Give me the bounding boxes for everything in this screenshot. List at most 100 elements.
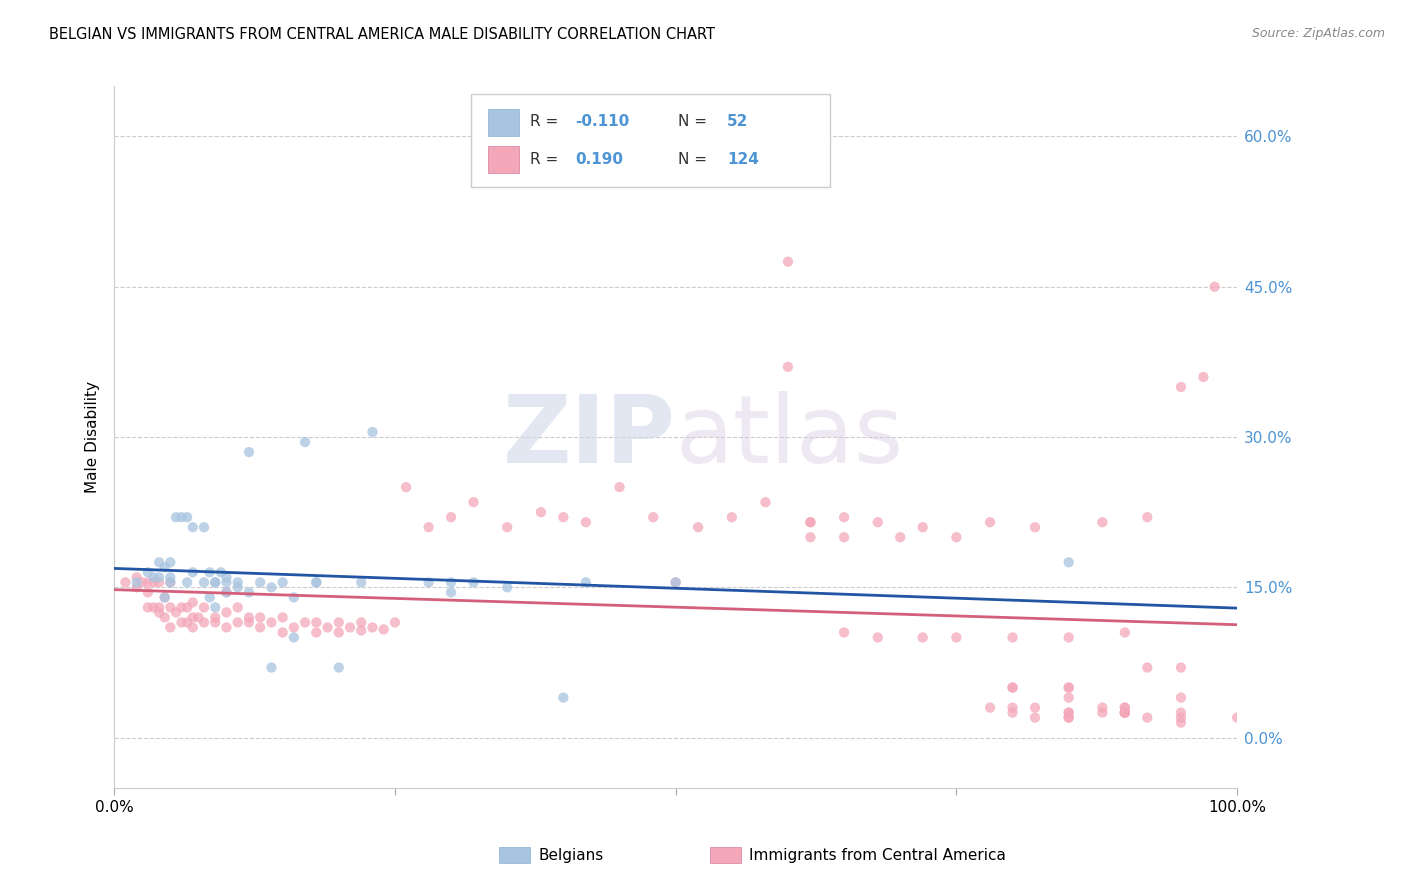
Point	[575, 575, 598, 590]
Point	[799, 515, 821, 529]
Text: Source: ZipAtlas.com: Source: ZipAtlas.com	[1251, 27, 1385, 40]
Point	[832, 510, 855, 524]
Point	[328, 615, 350, 630]
Point	[294, 435, 316, 450]
Point	[181, 566, 204, 580]
Text: Belgians: Belgians	[538, 848, 603, 863]
Point	[283, 631, 305, 645]
Point	[249, 610, 271, 624]
Text: 0.190: 0.190	[575, 153, 623, 167]
Point	[1001, 700, 1024, 714]
Point	[754, 495, 776, 509]
Point	[165, 606, 187, 620]
Point	[136, 566, 159, 580]
Point	[1192, 370, 1215, 384]
Point	[193, 600, 215, 615]
Point	[1136, 510, 1159, 524]
Point	[153, 591, 176, 605]
Point	[1057, 681, 1080, 695]
Point	[294, 615, 316, 630]
Point	[1001, 631, 1024, 645]
Point	[159, 570, 181, 584]
Point	[193, 575, 215, 590]
Point	[799, 530, 821, 544]
Point	[204, 615, 226, 630]
Point	[170, 510, 193, 524]
Point	[305, 575, 328, 590]
Point	[159, 620, 181, 634]
Point	[553, 510, 575, 524]
Point	[153, 610, 176, 624]
Point	[226, 580, 249, 594]
Point	[463, 575, 485, 590]
Point	[1001, 681, 1024, 695]
Point	[361, 620, 384, 634]
Point	[384, 615, 406, 630]
Point	[1057, 706, 1080, 720]
Point	[665, 575, 688, 590]
Point	[226, 615, 249, 630]
Point	[305, 575, 328, 590]
Text: 124: 124	[727, 153, 759, 167]
Point	[1057, 690, 1080, 705]
Point	[911, 631, 934, 645]
Point	[1001, 706, 1024, 720]
Point	[176, 575, 198, 590]
Point	[1114, 700, 1136, 714]
Point	[1057, 706, 1080, 720]
Point	[496, 520, 519, 534]
Point	[440, 510, 463, 524]
Point	[832, 530, 855, 544]
Point	[643, 510, 665, 524]
Point	[193, 615, 215, 630]
Point	[131, 575, 153, 590]
Point	[159, 575, 181, 590]
Point	[125, 580, 148, 594]
Point	[148, 575, 170, 590]
Point	[148, 570, 170, 584]
Point	[215, 606, 238, 620]
Point	[209, 566, 232, 580]
Point	[1114, 706, 1136, 720]
Point	[316, 620, 339, 634]
Point	[1136, 660, 1159, 674]
Point	[1057, 711, 1080, 725]
Point	[148, 600, 170, 615]
Point	[215, 575, 238, 590]
Point	[688, 520, 710, 534]
Text: R =: R =	[530, 153, 564, 167]
Point	[181, 520, 204, 534]
Point	[1170, 711, 1192, 725]
Text: -0.110: -0.110	[575, 114, 630, 128]
Point	[350, 615, 373, 630]
Text: N =: N =	[678, 153, 711, 167]
Point	[720, 510, 742, 524]
Point	[979, 515, 1001, 529]
Y-axis label: Male Disability: Male Disability	[86, 381, 100, 493]
Point	[350, 575, 373, 590]
Point	[271, 625, 294, 640]
Point	[176, 510, 198, 524]
Point	[238, 585, 260, 599]
Point	[1114, 625, 1136, 640]
Point	[193, 520, 215, 534]
Point	[249, 620, 271, 634]
Point	[176, 600, 198, 615]
Point	[440, 585, 463, 599]
Text: BELGIAN VS IMMIGRANTS FROM CENTRAL AMERICA MALE DISABILITY CORRELATION CHART: BELGIAN VS IMMIGRANTS FROM CENTRAL AMERI…	[49, 27, 716, 42]
Text: R =: R =	[530, 114, 564, 128]
Point	[496, 580, 519, 594]
Point	[395, 480, 418, 494]
Point	[283, 591, 305, 605]
Text: atlas: atlas	[676, 391, 904, 483]
Point	[125, 570, 148, 584]
Point	[271, 610, 294, 624]
Point	[204, 600, 226, 615]
Point	[238, 615, 260, 630]
Point	[249, 575, 271, 590]
Point	[305, 615, 328, 630]
Point	[350, 624, 373, 638]
Point	[440, 575, 463, 590]
Point	[832, 625, 855, 640]
Point	[153, 591, 176, 605]
